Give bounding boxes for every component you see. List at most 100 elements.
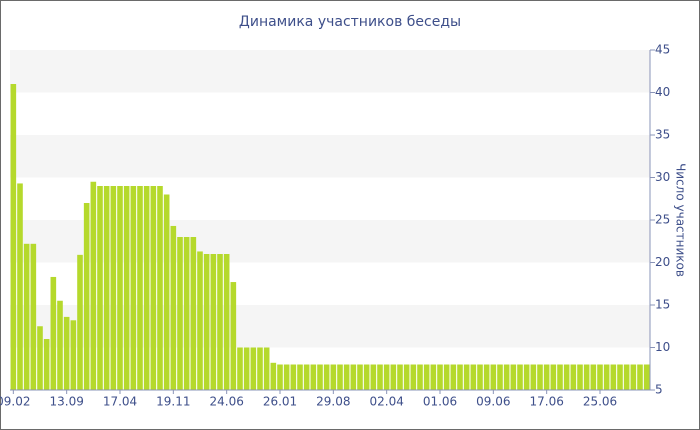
bar (570, 364, 577, 390)
bar (230, 282, 237, 390)
bar (203, 254, 210, 390)
grid-band (10, 135, 650, 178)
x-tick-label: 19.11 (156, 395, 190, 409)
bar (490, 364, 497, 390)
bar (450, 364, 457, 390)
x-tick-label: 13.09 (49, 395, 83, 409)
bar (237, 347, 243, 390)
bar (423, 364, 430, 390)
bar (317, 364, 323, 390)
bar (357, 364, 363, 390)
bar (437, 364, 443, 390)
bar (483, 364, 490, 390)
x-tick-label: 02.04 (369, 395, 403, 409)
x-tick-label: 17.06 (529, 395, 563, 409)
bar (250, 347, 257, 390)
y-tick-label: 30 (655, 170, 670, 184)
bar (563, 364, 570, 390)
bar (597, 364, 603, 390)
y-tick-label: 35 (655, 128, 670, 142)
bar (337, 364, 343, 390)
bar (163, 194, 170, 390)
bar (43, 339, 50, 390)
bar (443, 364, 450, 390)
bar (417, 364, 423, 390)
bar (410, 364, 417, 390)
bar (117, 186, 123, 390)
bar (517, 364, 523, 390)
bar (263, 347, 270, 390)
bar (623, 364, 630, 390)
bar (537, 364, 543, 390)
bar (530, 364, 537, 390)
bar (123, 186, 130, 390)
bar (350, 364, 357, 390)
grid-band (10, 220, 650, 263)
bar (183, 237, 190, 390)
bar (310, 364, 317, 390)
bar (583, 364, 590, 390)
bar (363, 364, 370, 390)
bar (617, 364, 623, 390)
bar (390, 364, 397, 390)
bar (223, 254, 230, 390)
bar (210, 254, 217, 390)
bar (550, 364, 557, 390)
bar (497, 364, 503, 390)
bar (370, 364, 377, 390)
bar (543, 364, 550, 390)
bar (257, 347, 263, 390)
x-tick-label: 24.06 (209, 395, 243, 409)
x-tick-label: 01.06 (423, 395, 457, 409)
bar (97, 186, 103, 390)
bar (130, 186, 137, 390)
bar (557, 364, 563, 390)
bar (63, 316, 70, 390)
bar (177, 237, 183, 390)
bar (217, 254, 223, 390)
bar (377, 364, 383, 390)
bar (637, 364, 643, 390)
bar (630, 364, 637, 390)
bar (503, 364, 510, 390)
bar (477, 364, 483, 390)
y-tick-label: 45 (655, 43, 670, 57)
x-tick-label: 17.04 (103, 395, 137, 409)
bar (457, 364, 463, 390)
y-tick-label: 10 (655, 340, 670, 354)
bar (430, 364, 437, 390)
y-tick-label: 25 (655, 213, 670, 227)
bar (137, 186, 143, 390)
bar (590, 364, 597, 390)
bar (190, 237, 197, 390)
bar (77, 254, 83, 390)
chart-title: Динамика участников беседы (239, 14, 461, 30)
bar (157, 186, 163, 390)
bar (110, 186, 117, 390)
bar (290, 364, 297, 390)
x-tick-label: 26.01 (263, 395, 297, 409)
bar (297, 364, 303, 390)
bar (37, 326, 43, 390)
bar (610, 364, 617, 390)
y-tick-label: 40 (655, 85, 670, 99)
y-axis-label: Число участников (674, 163, 688, 277)
grid-band (10, 305, 650, 348)
bar (143, 186, 150, 390)
x-tick-label: 09.02 (0, 395, 31, 409)
bar (330, 364, 337, 390)
bar (150, 186, 157, 390)
bar (463, 364, 470, 390)
bar (270, 362, 277, 390)
bar (470, 364, 477, 390)
bar (103, 186, 110, 390)
bar (277, 364, 283, 390)
bar (303, 364, 310, 390)
bar (17, 183, 23, 390)
x-tick-label: 29.08 (316, 395, 350, 409)
bar (243, 347, 250, 390)
bar (397, 364, 403, 390)
bar (510, 364, 517, 390)
bar (323, 364, 330, 390)
